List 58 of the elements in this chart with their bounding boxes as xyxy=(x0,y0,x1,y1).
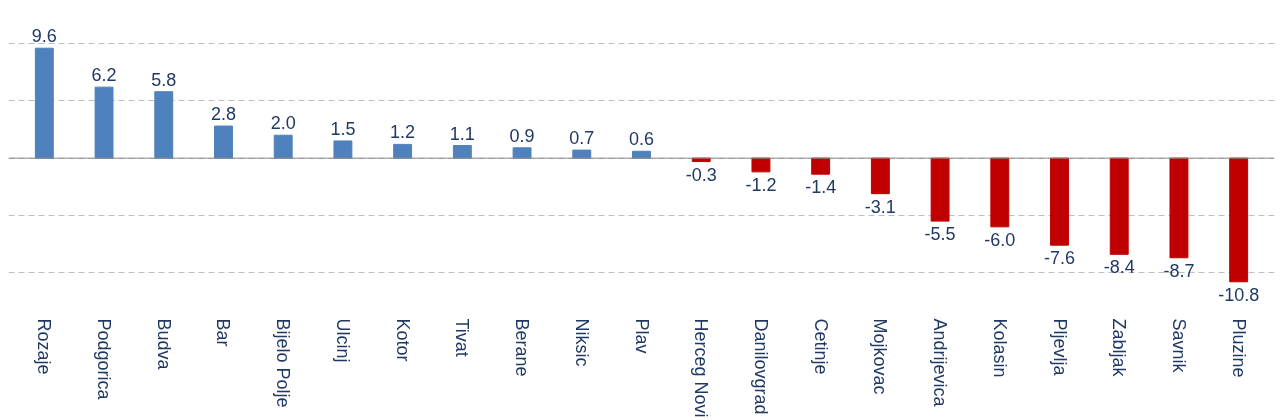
bar xyxy=(870,157,890,195)
bar xyxy=(154,91,174,159)
data-label: 0.7 xyxy=(569,128,595,149)
data-label: 0.9 xyxy=(509,125,535,146)
x-tick-label: Zabljak xyxy=(1109,318,1130,378)
bar xyxy=(214,125,233,159)
x-tick-label: Bar xyxy=(213,318,234,347)
x-tick-label: Niksic xyxy=(571,318,592,367)
data-label: -8.4 xyxy=(1103,257,1135,278)
data-label: 1.2 xyxy=(390,122,416,143)
x-tick-label: Rozaje xyxy=(34,318,55,375)
bar xyxy=(751,157,771,173)
x-tick-label: Pljevlja xyxy=(1049,318,1070,377)
data-label: -7.6 xyxy=(1044,248,1076,269)
bar xyxy=(1229,157,1249,283)
bar xyxy=(1169,157,1189,259)
data-label: 1.1 xyxy=(449,123,475,144)
x-tick-label: Cetinje xyxy=(810,318,831,375)
x-tick-label: Plav xyxy=(631,318,652,354)
x-tick-label: Andrijevica xyxy=(930,318,951,408)
x-tick-label: Berane xyxy=(512,318,533,377)
bar xyxy=(811,157,831,175)
x-tick-label: Budva xyxy=(153,318,174,371)
x-tick-label: Danilovgrad xyxy=(750,318,771,415)
bar xyxy=(94,86,114,159)
x-tick-label: Savnik xyxy=(1168,318,1189,374)
data-label: -1.2 xyxy=(745,174,777,195)
x-tick-label: Bijelo Polje xyxy=(273,318,294,408)
bar xyxy=(930,157,950,222)
x-tick-label: Tivat xyxy=(452,318,473,357)
data-label: 2.8 xyxy=(210,104,236,125)
x-tick-label: Kolasin xyxy=(989,318,1010,378)
data-label: -0.3 xyxy=(685,164,717,185)
data-label: 9.6 xyxy=(31,26,57,47)
data-label: -10.8 xyxy=(1218,284,1260,305)
data-label: -8.7 xyxy=(1163,260,1195,281)
bar xyxy=(333,140,353,159)
data-label: 2.0 xyxy=(270,113,296,134)
x-tick-label: Pluzine xyxy=(1228,318,1249,378)
data-label: -1.4 xyxy=(805,177,837,198)
bar xyxy=(990,157,1010,228)
x-tick-label: Herceg Novi xyxy=(691,318,712,418)
data-label: -3.1 xyxy=(864,196,896,217)
data-label: 6.2 xyxy=(91,65,117,86)
data-label: -6.0 xyxy=(984,229,1016,250)
x-tick-label: Podgorica xyxy=(94,318,115,401)
data-label: 1.5 xyxy=(330,118,356,139)
bar xyxy=(1050,157,1069,246)
data-label: 5.8 xyxy=(151,69,177,90)
bar xyxy=(1109,157,1129,255)
bar xyxy=(512,147,532,159)
bar xyxy=(273,134,293,159)
x-tick-label: Kotor xyxy=(392,318,413,362)
data-label: 0.6 xyxy=(628,129,655,150)
data-label: -5.5 xyxy=(924,224,956,245)
x-tick-label: Mojkovac xyxy=(870,318,891,395)
x-tick-label: Ulcinj xyxy=(332,318,353,363)
bar xyxy=(34,47,54,159)
